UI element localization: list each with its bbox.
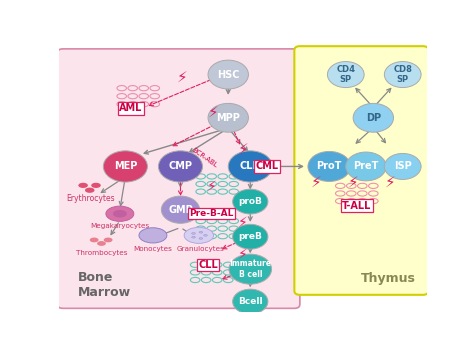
- Text: Thymus: Thymus: [361, 272, 416, 285]
- Text: Granulocytes: Granulocytes: [177, 246, 225, 252]
- FancyBboxPatch shape: [294, 46, 428, 295]
- Ellipse shape: [97, 241, 106, 246]
- Text: CMP: CMP: [168, 161, 192, 171]
- Text: Megakaryocytes: Megakaryocytes: [90, 224, 149, 230]
- Text: CLP: CLP: [240, 161, 261, 171]
- Ellipse shape: [308, 151, 351, 181]
- Ellipse shape: [384, 61, 421, 87]
- Text: PreT: PreT: [353, 161, 379, 171]
- Text: Bcell: Bcell: [238, 297, 263, 306]
- Text: proB: proB: [238, 197, 262, 206]
- Ellipse shape: [113, 210, 127, 218]
- Ellipse shape: [229, 254, 272, 284]
- Text: CML: CML: [255, 161, 278, 171]
- Text: CD8
SP: CD8 SP: [393, 65, 412, 84]
- Text: Erythrocytes: Erythrocytes: [66, 194, 115, 203]
- Text: Monocytes: Monocytes: [134, 246, 173, 252]
- Text: preB: preB: [238, 232, 262, 241]
- Ellipse shape: [208, 104, 248, 132]
- Text: BCR-ABL: BCR-ABL: [191, 147, 218, 169]
- Text: ⚡: ⚡: [207, 180, 217, 194]
- Text: Bone
Marrow: Bone Marrow: [78, 271, 131, 299]
- Ellipse shape: [139, 228, 167, 243]
- Ellipse shape: [184, 227, 213, 243]
- Text: CD4
SP: CD4 SP: [336, 65, 356, 84]
- Ellipse shape: [104, 238, 112, 242]
- Text: DP: DP: [366, 113, 381, 123]
- Text: ISP: ISP: [394, 161, 411, 171]
- Ellipse shape: [161, 196, 200, 223]
- Text: Thrombocytes: Thrombocytes: [76, 251, 127, 257]
- Ellipse shape: [199, 231, 203, 233]
- Text: MPP: MPP: [216, 113, 240, 123]
- Text: ⚡: ⚡: [311, 175, 322, 190]
- Text: ⚡: ⚡: [238, 249, 248, 263]
- Ellipse shape: [233, 224, 268, 249]
- Ellipse shape: [228, 151, 272, 182]
- Text: ⚡: ⚡: [177, 70, 188, 85]
- Ellipse shape: [346, 152, 386, 181]
- Text: CLL: CLL: [198, 260, 218, 270]
- Ellipse shape: [199, 238, 203, 239]
- Ellipse shape: [384, 153, 421, 179]
- Ellipse shape: [91, 183, 101, 188]
- FancyBboxPatch shape: [57, 49, 300, 308]
- Ellipse shape: [85, 188, 94, 193]
- Ellipse shape: [158, 151, 202, 182]
- Ellipse shape: [106, 206, 134, 221]
- Ellipse shape: [233, 189, 268, 214]
- Ellipse shape: [191, 237, 195, 238]
- Text: ProT: ProT: [317, 161, 342, 171]
- Text: ⚡: ⚡: [384, 175, 395, 190]
- Ellipse shape: [233, 289, 268, 314]
- Text: Pre-B-AL: Pre-B-AL: [190, 209, 234, 218]
- Text: ⚡: ⚡: [237, 141, 248, 157]
- Text: T-ALL: T-ALL: [342, 201, 372, 211]
- Ellipse shape: [204, 234, 207, 236]
- Text: GMP: GMP: [168, 205, 193, 215]
- Text: HSC: HSC: [217, 69, 239, 80]
- Text: MEP: MEP: [114, 161, 137, 171]
- Text: Immature
B cell: Immature B cell: [229, 259, 271, 279]
- Ellipse shape: [90, 238, 99, 242]
- Ellipse shape: [103, 151, 147, 182]
- Ellipse shape: [353, 104, 393, 132]
- Text: AML: AML: [119, 103, 143, 113]
- Ellipse shape: [78, 183, 88, 188]
- Ellipse shape: [328, 61, 364, 87]
- Text: ⚡: ⚡: [348, 175, 358, 190]
- Text: ⚡: ⚡: [238, 216, 248, 230]
- Ellipse shape: [208, 60, 248, 89]
- Text: ⚡: ⚡: [208, 105, 219, 120]
- Ellipse shape: [191, 233, 195, 234]
